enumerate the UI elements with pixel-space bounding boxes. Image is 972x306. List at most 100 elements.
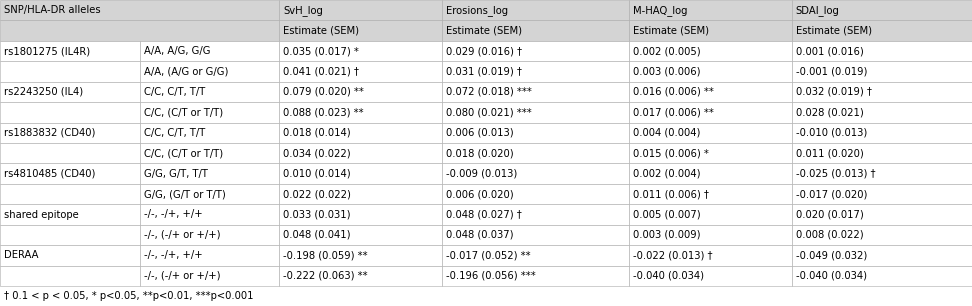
Text: 0.011 (0.006) †: 0.011 (0.006) † xyxy=(633,189,709,199)
Bar xyxy=(0,102,140,123)
Text: SNP/HLA-DR alleles: SNP/HLA-DR alleles xyxy=(4,5,101,15)
Text: G/G, G/T, T/T: G/G, G/T, T/T xyxy=(144,169,208,179)
Bar xyxy=(140,184,279,204)
Bar xyxy=(791,143,972,163)
Bar xyxy=(0,61,140,82)
Text: 0.001 (0.016): 0.001 (0.016) xyxy=(795,46,863,56)
Bar xyxy=(442,266,629,286)
Bar xyxy=(140,225,279,245)
Bar xyxy=(0,204,140,225)
Text: 0.018 (0.014): 0.018 (0.014) xyxy=(284,128,351,138)
Text: shared epitope: shared epitope xyxy=(4,210,79,219)
Bar xyxy=(629,163,791,184)
Bar xyxy=(629,82,791,102)
Bar xyxy=(279,163,442,184)
Text: G/G, (G/T or T/T): G/G, (G/T or T/T) xyxy=(144,189,226,199)
Text: C/C, C/T, T/T: C/C, C/T, T/T xyxy=(144,87,205,97)
Text: 0.048 (0.041): 0.048 (0.041) xyxy=(284,230,351,240)
Bar xyxy=(629,266,791,286)
Bar xyxy=(442,82,629,102)
Text: Estimate (SEM): Estimate (SEM) xyxy=(446,26,522,35)
Bar xyxy=(442,163,629,184)
Text: 0.011 (0.020): 0.011 (0.020) xyxy=(795,148,863,158)
Text: 0.002 (0.005): 0.002 (0.005) xyxy=(633,46,700,56)
Bar xyxy=(0,266,140,286)
Bar xyxy=(140,245,279,266)
Bar xyxy=(279,143,442,163)
Bar xyxy=(629,225,791,245)
Bar xyxy=(279,184,442,204)
Bar xyxy=(279,123,442,143)
Text: 0.022 (0.022): 0.022 (0.022) xyxy=(284,189,351,199)
Bar xyxy=(279,225,442,245)
Text: 0.079 (0.020) **: 0.079 (0.020) ** xyxy=(284,87,364,97)
Bar xyxy=(140,102,279,123)
Bar xyxy=(0,163,140,184)
Text: 0.080 (0.021) ***: 0.080 (0.021) *** xyxy=(446,107,532,118)
Text: -0.001 (0.019): -0.001 (0.019) xyxy=(795,66,867,76)
Bar xyxy=(442,245,629,266)
Text: -0.022 (0.013) †: -0.022 (0.013) † xyxy=(633,250,712,260)
Text: -0.010 (0.013): -0.010 (0.013) xyxy=(795,128,867,138)
Text: M-HAQ_log: M-HAQ_log xyxy=(633,5,687,16)
Bar xyxy=(442,123,629,143)
Bar xyxy=(0,21,279,41)
Text: -/-, -/+, +/+: -/-, -/+, +/+ xyxy=(144,210,202,219)
Text: 0.028 (0.021): 0.028 (0.021) xyxy=(795,107,863,118)
Bar xyxy=(140,204,279,225)
Bar xyxy=(0,123,140,143)
Bar xyxy=(791,266,972,286)
Text: -/-, (-/+ or +/+): -/-, (-/+ or +/+) xyxy=(144,271,221,281)
Text: rs2243250 (IL4): rs2243250 (IL4) xyxy=(4,87,84,97)
Bar xyxy=(442,21,629,41)
Bar xyxy=(0,82,140,102)
Bar xyxy=(791,184,972,204)
Text: Estimate (SEM): Estimate (SEM) xyxy=(795,26,872,35)
Text: 0.008 (0.022): 0.008 (0.022) xyxy=(795,230,863,240)
Bar xyxy=(629,245,791,266)
Bar xyxy=(629,123,791,143)
Text: C/C, C/T, T/T: C/C, C/T, T/T xyxy=(144,128,205,138)
Text: 0.041 (0.021) †: 0.041 (0.021) † xyxy=(284,66,360,76)
Bar xyxy=(791,82,972,102)
Bar xyxy=(279,41,442,61)
Text: 0.033 (0.031): 0.033 (0.031) xyxy=(284,210,351,219)
Bar xyxy=(0,143,140,163)
Bar xyxy=(791,41,972,61)
Text: 0.035 (0.017) *: 0.035 (0.017) * xyxy=(284,46,360,56)
Text: Erosions_log: Erosions_log xyxy=(446,5,508,16)
Text: 0.016 (0.006) **: 0.016 (0.006) ** xyxy=(633,87,713,97)
Bar xyxy=(791,204,972,225)
Bar xyxy=(791,245,972,266)
Text: 0.031 (0.019) †: 0.031 (0.019) † xyxy=(446,66,522,76)
Text: 0.072 (0.018) ***: 0.072 (0.018) *** xyxy=(446,87,533,97)
Text: -0.040 (0.034): -0.040 (0.034) xyxy=(795,271,867,281)
Text: -0.222 (0.063) **: -0.222 (0.063) ** xyxy=(284,271,368,281)
Text: 0.018 (0.020): 0.018 (0.020) xyxy=(446,148,514,158)
Bar xyxy=(791,61,972,82)
Text: C/C, (C/T or T/T): C/C, (C/T or T/T) xyxy=(144,148,223,158)
Text: 0.004 (0.004): 0.004 (0.004) xyxy=(633,128,700,138)
Text: 0.020 (0.017): 0.020 (0.017) xyxy=(795,210,863,219)
Bar xyxy=(442,184,629,204)
Text: C/C, (C/T or T/T): C/C, (C/T or T/T) xyxy=(144,107,223,118)
Bar xyxy=(279,102,442,123)
Text: -/-, (-/+ or +/+): -/-, (-/+ or +/+) xyxy=(144,230,221,240)
Bar xyxy=(279,82,442,102)
Text: rs4810485 (CD40): rs4810485 (CD40) xyxy=(4,169,95,179)
Bar xyxy=(791,0,972,21)
Text: 0.002 (0.004): 0.002 (0.004) xyxy=(633,169,700,179)
Text: SvH_log: SvH_log xyxy=(284,5,324,16)
Text: -0.009 (0.013): -0.009 (0.013) xyxy=(446,169,518,179)
Text: -0.196 (0.056) ***: -0.196 (0.056) *** xyxy=(446,271,537,281)
Text: 0.006 (0.020): 0.006 (0.020) xyxy=(446,189,514,199)
Bar xyxy=(279,245,442,266)
Bar xyxy=(0,184,140,204)
Text: 0.015 (0.006) *: 0.015 (0.006) * xyxy=(633,148,709,158)
Bar xyxy=(629,41,791,61)
Text: -0.198 (0.059) **: -0.198 (0.059) ** xyxy=(284,250,368,260)
Bar xyxy=(0,225,140,245)
Bar xyxy=(140,123,279,143)
Bar xyxy=(140,266,279,286)
Text: -/-, -/+, +/+: -/-, -/+, +/+ xyxy=(144,250,202,260)
